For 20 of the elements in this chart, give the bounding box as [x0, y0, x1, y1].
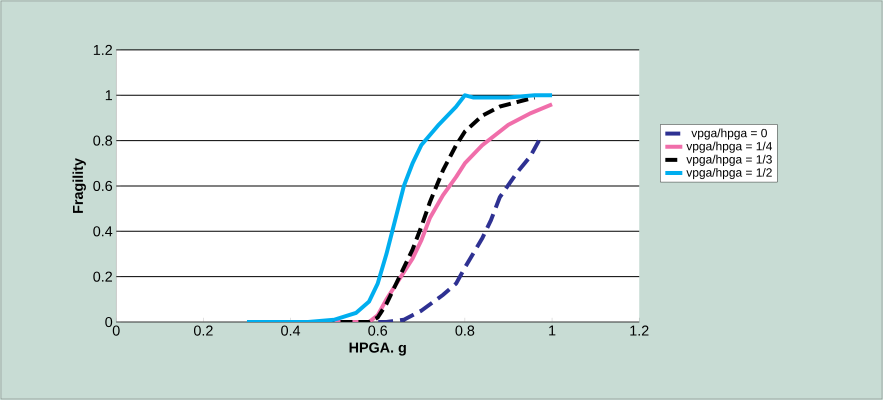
legend-label: vpga/hpga = 1/3 — [686, 154, 772, 166]
y-tick-label: 1 — [106, 90, 112, 100]
x-tick-label: 0.6 — [368, 326, 388, 336]
legend-label: vpga/hpga = 0 — [691, 128, 767, 140]
y-tick-label: 0 — [105, 316, 112, 328]
x-tick-label: 0.2 — [194, 326, 213, 336]
y-tick-label: 0.8 — [93, 136, 112, 146]
x-tick-label: 0.4 — [281, 326, 300, 336]
x-tick-label: 1.2 — [630, 326, 648, 336]
y-tick-label: 0.4 — [93, 226, 112, 236]
x-tick-label: 0.8 — [455, 326, 474, 336]
y-tick-label: 0.2 — [93, 272, 112, 282]
x-tick-label: 1 — [549, 326, 556, 336]
y-tick-label: 1.2 — [94, 44, 112, 55]
y-tick-label: 0.6 — [93, 180, 112, 192]
x-tick-label: 0 — [112, 326, 120, 336]
x-axis-title: HPGA. g — [350, 342, 406, 356]
legend-label: vpga/hpga = 1/4 — [686, 142, 772, 153]
y-axis-title: Fragility — [72, 158, 86, 213]
legend-label: vpga/hpga = 1/2 — [686, 168, 772, 180]
